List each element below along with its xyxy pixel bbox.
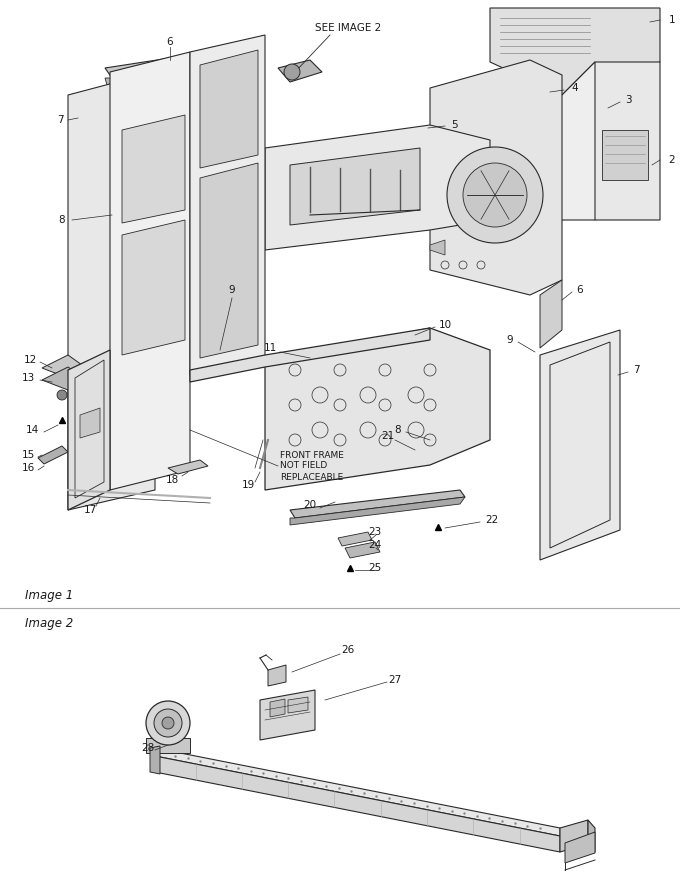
Text: 5: 5 bbox=[452, 120, 458, 130]
Text: FRONT FRAME: FRONT FRAME bbox=[280, 451, 344, 459]
Text: 1: 1 bbox=[668, 15, 675, 25]
Text: 14: 14 bbox=[25, 425, 39, 435]
Text: 18: 18 bbox=[165, 475, 179, 485]
Text: 13: 13 bbox=[21, 373, 35, 383]
Circle shape bbox=[146, 701, 190, 745]
Circle shape bbox=[284, 64, 300, 80]
Text: 8: 8 bbox=[58, 215, 65, 225]
Polygon shape bbox=[540, 280, 562, 348]
Text: 27: 27 bbox=[388, 675, 402, 685]
Text: 9: 9 bbox=[507, 335, 513, 345]
Text: Image 1: Image 1 bbox=[25, 590, 73, 603]
Polygon shape bbox=[155, 756, 560, 852]
Polygon shape bbox=[345, 542, 380, 558]
Polygon shape bbox=[265, 125, 490, 250]
Polygon shape bbox=[190, 35, 265, 375]
Polygon shape bbox=[490, 8, 660, 95]
Text: 4: 4 bbox=[572, 83, 578, 93]
Text: 22: 22 bbox=[486, 515, 498, 525]
Text: 6: 6 bbox=[167, 37, 173, 47]
Text: SEE IMAGE 2: SEE IMAGE 2 bbox=[315, 23, 381, 33]
Polygon shape bbox=[38, 446, 68, 464]
Text: 7: 7 bbox=[56, 115, 63, 125]
Text: 16: 16 bbox=[21, 463, 35, 473]
Polygon shape bbox=[540, 330, 620, 560]
Polygon shape bbox=[560, 820, 588, 852]
Polygon shape bbox=[270, 699, 285, 717]
Text: 19: 19 bbox=[241, 480, 254, 490]
Polygon shape bbox=[565, 832, 595, 863]
Circle shape bbox=[154, 709, 182, 737]
Polygon shape bbox=[200, 163, 258, 358]
Polygon shape bbox=[290, 148, 420, 225]
Polygon shape bbox=[562, 62, 660, 220]
Text: 17: 17 bbox=[84, 505, 97, 515]
Polygon shape bbox=[105, 48, 240, 78]
Polygon shape bbox=[155, 748, 560, 836]
Text: 20: 20 bbox=[303, 500, 317, 510]
Polygon shape bbox=[540, 62, 595, 240]
Polygon shape bbox=[168, 460, 208, 474]
Circle shape bbox=[463, 163, 527, 227]
Polygon shape bbox=[68, 350, 110, 510]
Text: 25: 25 bbox=[368, 563, 381, 573]
Text: Image 2: Image 2 bbox=[25, 617, 73, 629]
Text: 3: 3 bbox=[625, 95, 631, 105]
Polygon shape bbox=[338, 532, 372, 546]
Polygon shape bbox=[42, 355, 82, 378]
Text: NOT FIELD: NOT FIELD bbox=[280, 461, 327, 471]
Polygon shape bbox=[430, 60, 562, 295]
Text: 6: 6 bbox=[577, 285, 583, 295]
Polygon shape bbox=[80, 408, 100, 438]
Polygon shape bbox=[430, 240, 445, 255]
Polygon shape bbox=[42, 367, 82, 390]
Text: 8: 8 bbox=[394, 425, 401, 435]
Polygon shape bbox=[200, 50, 258, 168]
Text: 23: 23 bbox=[368, 527, 381, 537]
Polygon shape bbox=[588, 820, 595, 852]
Text: 12: 12 bbox=[23, 355, 37, 365]
Text: 11: 11 bbox=[263, 343, 277, 353]
Text: 28: 28 bbox=[141, 743, 154, 753]
Text: 10: 10 bbox=[439, 320, 452, 330]
Polygon shape bbox=[150, 746, 160, 774]
Polygon shape bbox=[290, 490, 465, 518]
Text: 9: 9 bbox=[228, 285, 235, 295]
Polygon shape bbox=[146, 738, 190, 753]
Text: 24: 24 bbox=[368, 540, 381, 550]
Circle shape bbox=[162, 717, 174, 729]
Text: 7: 7 bbox=[632, 365, 639, 375]
Polygon shape bbox=[265, 328, 490, 490]
Polygon shape bbox=[68, 72, 155, 510]
Polygon shape bbox=[122, 220, 185, 355]
Circle shape bbox=[57, 390, 67, 400]
Text: 21: 21 bbox=[381, 431, 394, 441]
Text: 15: 15 bbox=[21, 450, 35, 460]
Polygon shape bbox=[290, 497, 465, 525]
Polygon shape bbox=[268, 665, 286, 686]
Text: 2: 2 bbox=[668, 155, 675, 165]
Polygon shape bbox=[122, 115, 185, 223]
Text: REPLACEABLE: REPLACEABLE bbox=[280, 473, 343, 481]
Circle shape bbox=[447, 147, 543, 243]
Polygon shape bbox=[260, 690, 315, 740]
Polygon shape bbox=[288, 697, 308, 713]
Polygon shape bbox=[110, 52, 190, 490]
Text: 26: 26 bbox=[341, 645, 355, 655]
Polygon shape bbox=[278, 60, 322, 82]
Polygon shape bbox=[105, 56, 240, 85]
Polygon shape bbox=[602, 130, 648, 180]
Polygon shape bbox=[190, 328, 430, 382]
